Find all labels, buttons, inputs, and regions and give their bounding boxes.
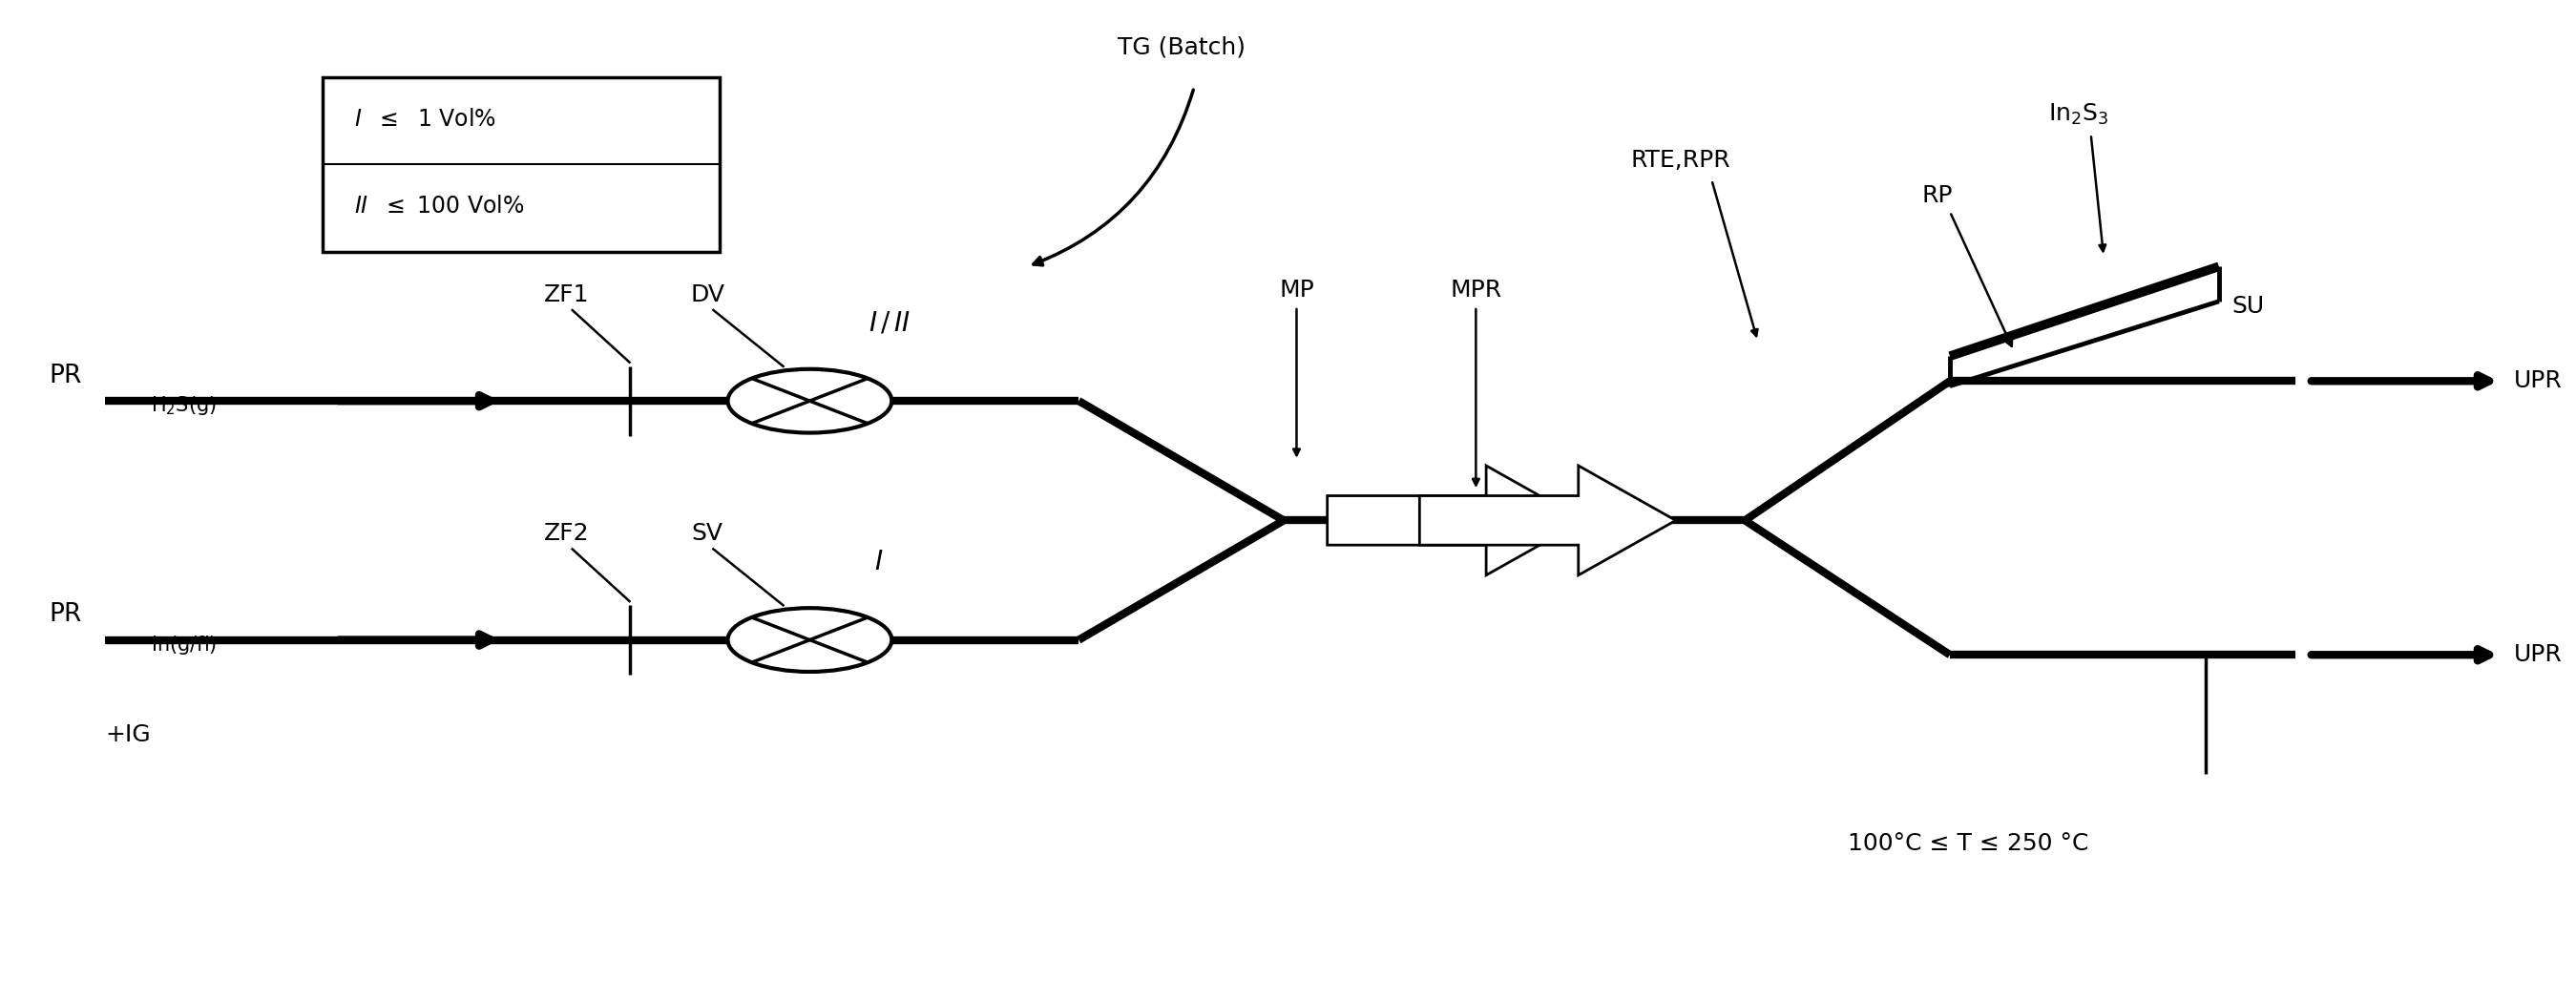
Text: TG (Batch): TG (Batch) <box>1118 36 1244 59</box>
Text: DV: DV <box>690 283 724 306</box>
Text: $\mathit{I}$  $\leq$  1 Vol%: $\mathit{I}$ $\leq$ 1 Vol% <box>353 108 495 130</box>
Text: +IG: +IG <box>106 723 149 746</box>
Text: $\mathit{I\,/\,II}$: $\mathit{I\,/\,II}$ <box>868 309 912 336</box>
Text: RTE,RPR: RTE,RPR <box>1631 149 1731 172</box>
Text: $\mathrm{In_2S_3}$: $\mathrm{In_2S_3}$ <box>2048 102 2107 127</box>
Text: MP: MP <box>1280 278 1314 301</box>
Text: $\mathrm{PR}$: $\mathrm{PR}$ <box>49 363 82 388</box>
Text: $\mathrm{PR}$: $\mathrm{PR}$ <box>49 603 82 628</box>
Text: MPR: MPR <box>1450 278 1502 301</box>
Circle shape <box>729 369 891 432</box>
Text: $\mathrm{H_2S(g)}$: $\mathrm{H_2S(g)}$ <box>152 394 216 417</box>
Polygon shape <box>1327 465 1584 576</box>
Text: $\mathit{II}$  $\leq$ 100 Vol%: $\mathit{II}$ $\leq$ 100 Vol% <box>353 195 523 218</box>
Text: $\mathrm{In(g/fl)}$: $\mathrm{In(g/fl)}$ <box>152 634 216 657</box>
Polygon shape <box>1419 465 1677 576</box>
Text: 100°C ≤ T ≤ 250 °C: 100°C ≤ T ≤ 250 °C <box>1847 833 2089 856</box>
Text: ZF1: ZF1 <box>544 283 590 306</box>
Text: UPR: UPR <box>2514 369 2563 392</box>
Text: $\mathit{I}$: $\mathit{I}$ <box>873 549 884 576</box>
Text: SV: SV <box>690 523 724 546</box>
Text: RP: RP <box>1922 184 1953 207</box>
Text: UPR: UPR <box>2514 644 2563 667</box>
FancyBboxPatch shape <box>322 77 721 251</box>
Text: ZF2: ZF2 <box>544 523 590 546</box>
Circle shape <box>729 608 891 672</box>
Text: SU: SU <box>2231 295 2264 317</box>
